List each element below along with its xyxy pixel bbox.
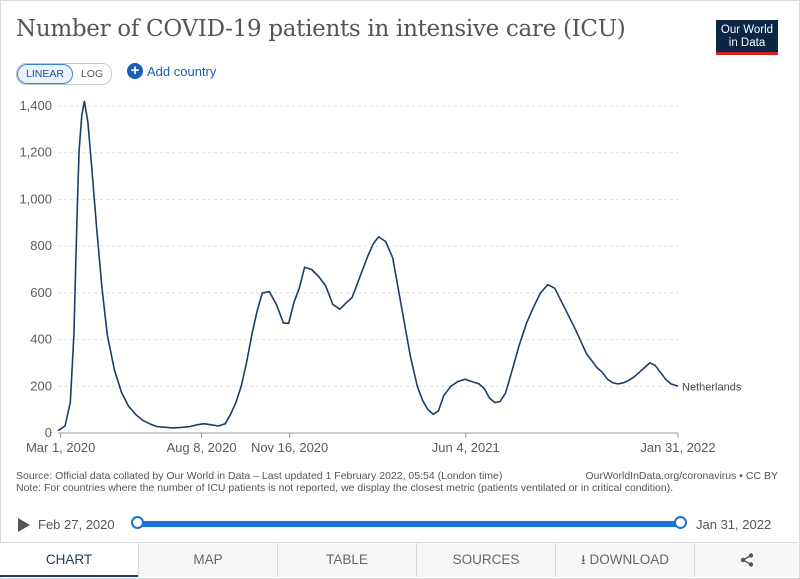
y-tick-label: 1,000 xyxy=(19,191,52,206)
tab-table[interactable]: TABLE xyxy=(277,543,416,577)
y-tick-label: 800 xyxy=(30,238,52,253)
y-tick-label: 200 xyxy=(30,378,52,393)
site-link[interactable]: OurWorldInData.org/coronavirus • CC BY xyxy=(585,470,778,482)
x-tick-label: Mar 1, 2020 xyxy=(26,440,95,455)
x-tick-label: Nov 16, 2020 xyxy=(251,440,328,455)
add-country-label: Add country xyxy=(147,63,217,79)
y-tick-label: 1,200 xyxy=(19,145,52,160)
line-chart[interactable]: 0 200 400 600 800 1,000 1,200 1,400 Mar 1, 2020 A… xyxy=(0,0,800,470)
log-scale-button[interactable]: LOG xyxy=(72,64,112,84)
grid-lines xyxy=(58,105,678,387)
series-label[interactable]: Netherlands xyxy=(682,381,742,393)
add-country-button[interactable]: + Add country xyxy=(127,63,216,79)
tab-download[interactable]: ⭳ DOWNLOAD xyxy=(555,543,694,577)
share-button[interactable] xyxy=(694,543,798,577)
chart-title: Number of COVID-19 patients in intensive… xyxy=(16,16,626,42)
share-icon xyxy=(740,553,753,568)
timeline-end-handle[interactable] xyxy=(674,516,687,529)
x-tick-label: Jun 4, 2021 xyxy=(432,440,500,455)
timeline-track[interactable] xyxy=(138,521,681,527)
y-tick-label: 600 xyxy=(30,285,52,300)
logo-line1: Our World xyxy=(720,24,774,36)
owid-logo[interactable]: Our World in Data xyxy=(716,20,778,55)
tab-sources[interactable]: SOURCES xyxy=(416,543,555,577)
logo-line2: in Data xyxy=(728,37,766,49)
scale-toggle: LINEAR LOG xyxy=(16,63,113,85)
linear-scale-button[interactable]: LINEAR xyxy=(17,64,73,84)
x-tick-label: Jan 31, 2022 xyxy=(640,440,715,455)
y-tick-label: 400 xyxy=(30,332,52,347)
timeline: Feb 27, 2020 Jan 31, 2022 xyxy=(0,510,800,540)
source-text: Source: Official data collated by Our Wo… xyxy=(16,470,503,482)
y-tick-label: 0 xyxy=(45,425,52,440)
download-icon: ⭳ xyxy=(580,552,586,567)
tab-map[interactable]: MAP xyxy=(138,543,277,577)
series-layer: Netherlands xyxy=(57,100,742,432)
download-label: DOWNLOAD xyxy=(589,552,669,567)
tab-chart[interactable]: CHART xyxy=(0,543,138,577)
timeline-end-label: Jan 31, 2022 xyxy=(696,517,772,532)
x-tick-label: Aug 8, 2020 xyxy=(166,440,236,455)
series-line-netherlands[interactable] xyxy=(57,100,679,432)
y-tick-label: 1,400 xyxy=(19,98,52,113)
note-text: Note: For countries where the number of … xyxy=(16,482,674,494)
tab-bar: CHART MAP TABLE SOURCES ⭳ DOWNLOAD xyxy=(0,542,798,577)
timeline-start-handle[interactable] xyxy=(131,516,144,529)
plus-circle-icon: + xyxy=(127,63,143,79)
axes: 0 200 400 600 800 1,000 1,200 1,400 Mar 1, 2020 A… xyxy=(19,98,715,455)
timeline-start-label: Feb 27, 2020 xyxy=(38,517,115,532)
play-icon[interactable] xyxy=(18,518,30,532)
